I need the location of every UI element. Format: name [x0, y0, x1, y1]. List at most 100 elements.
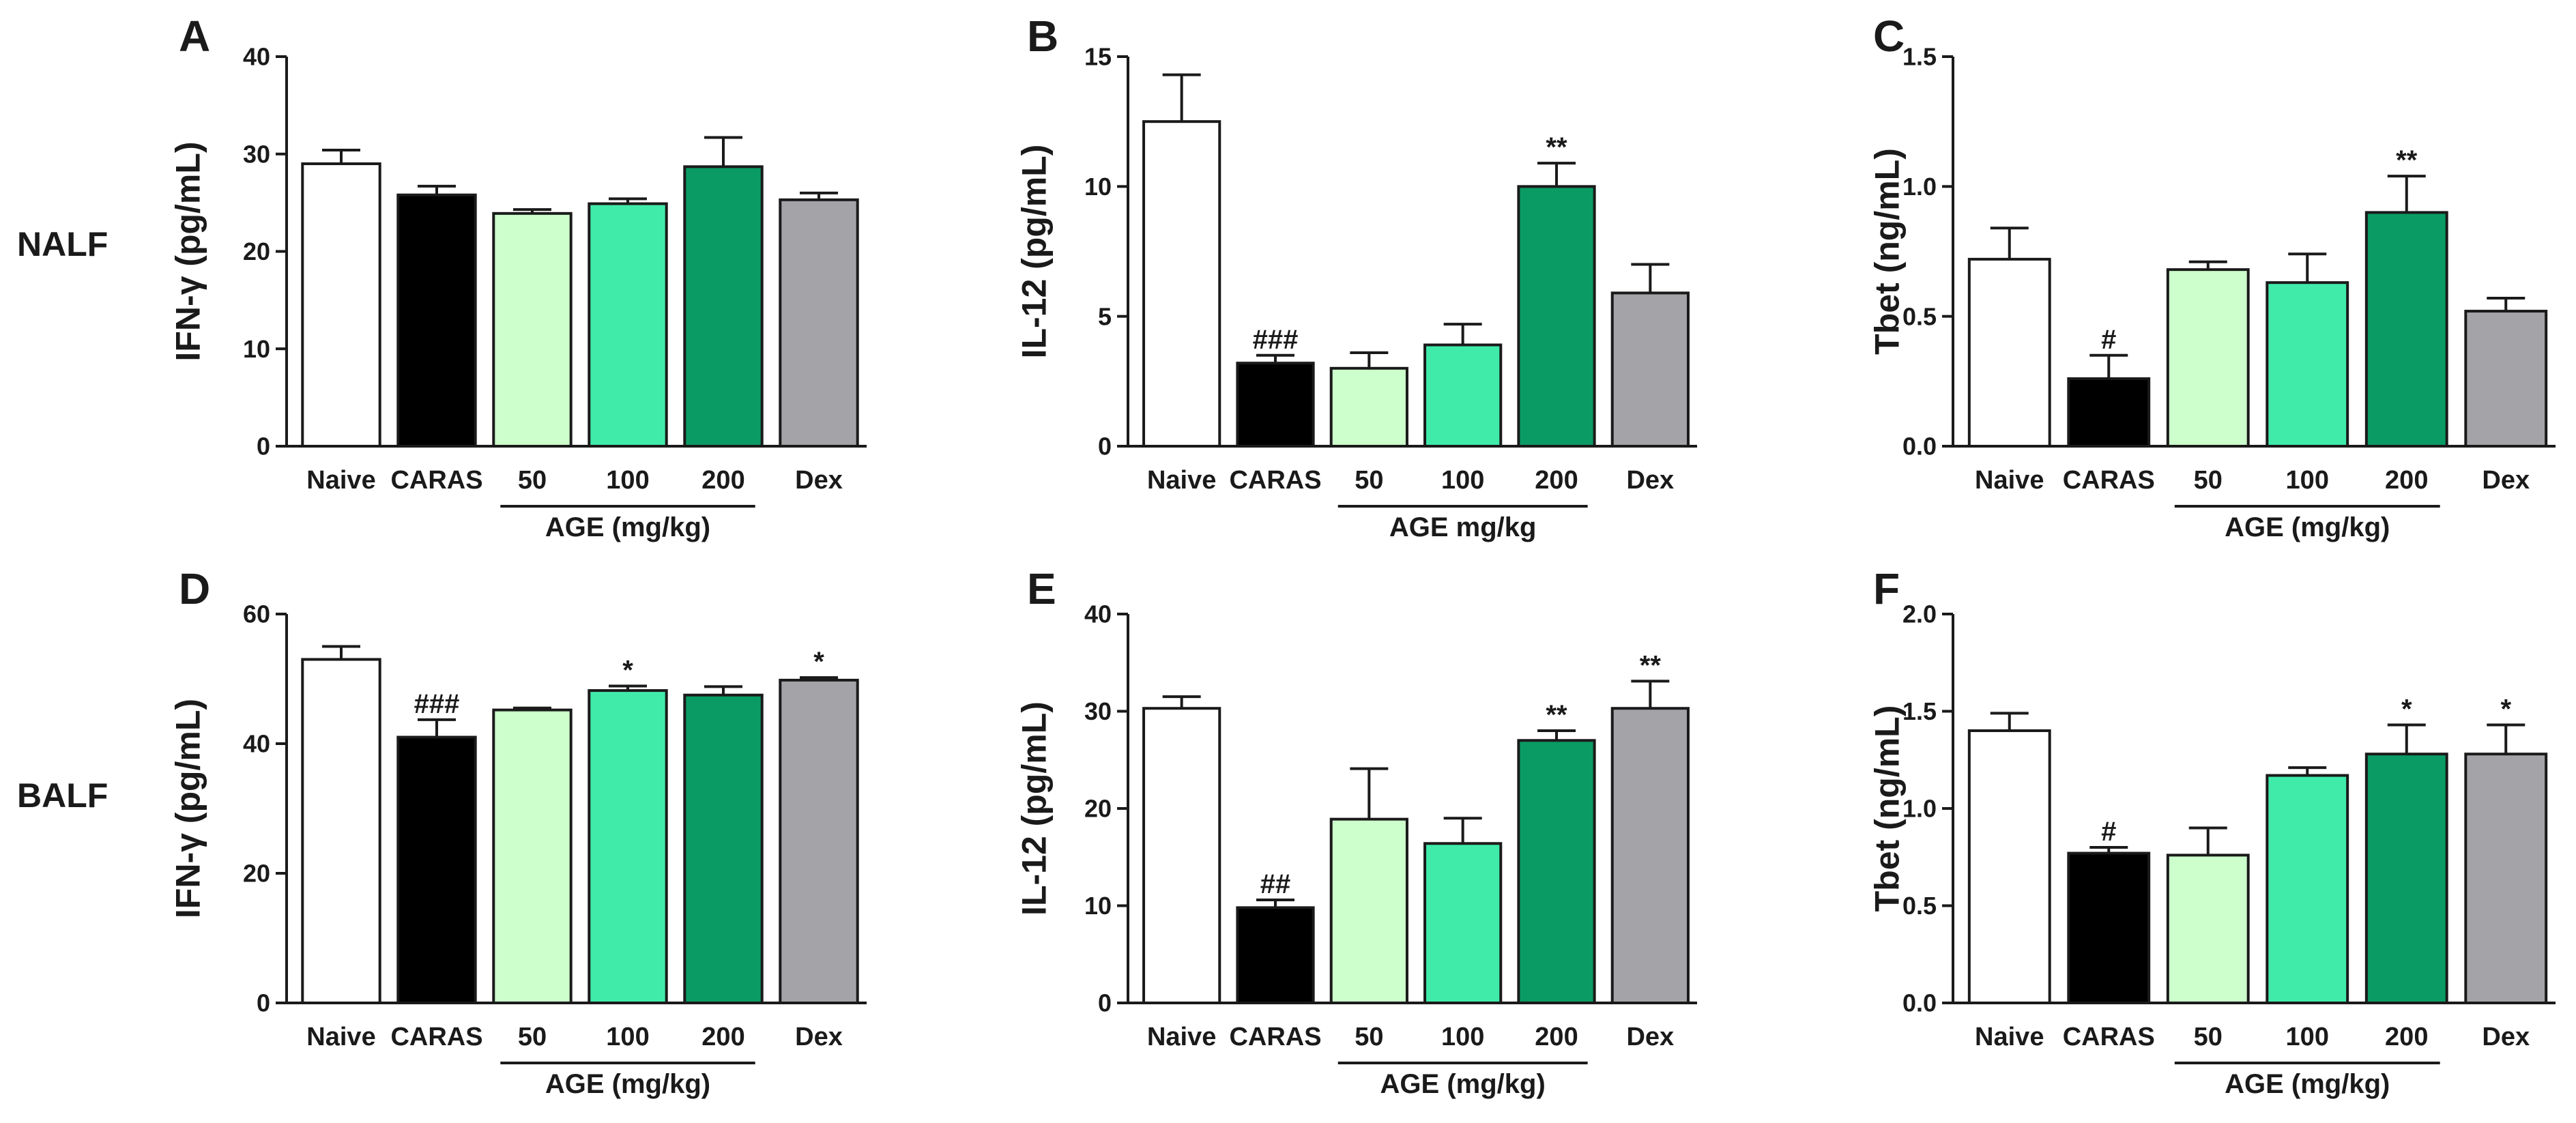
y-tick-label: 2.0 — [1902, 600, 1937, 628]
x-tick-label: 200 — [1535, 1023, 1578, 1051]
bar-50 — [2166, 268, 2250, 448]
bar-200 — [1517, 185, 1596, 448]
bar-50 — [2166, 854, 2250, 1005]
y-axis-label: Tbet (ng/mL) — [1868, 148, 1907, 355]
bar-naive — [1967, 257, 2051, 448]
significance-label: * — [2401, 694, 2412, 724]
bar-50 — [1329, 366, 1408, 448]
group-label: AGE (mg/kg) — [2225, 512, 2390, 542]
x-tick-label: 200 — [701, 466, 744, 495]
bar-100 — [1423, 842, 1503, 1005]
significance-label: * — [813, 647, 824, 677]
y-tick-label: 0 — [1098, 989, 1112, 1017]
bar-naive — [301, 162, 381, 448]
chart-panel-c: C Tbet (ng/mL) 0.0 0.5 1.0 1.5 Naive # CARAS 50 10… — [1868, 12, 2556, 542]
y-tick-label: 0.0 — [1902, 989, 1937, 1017]
bar-50 — [1329, 817, 1408, 1005]
x-tick-label: 100 — [1441, 1023, 1484, 1051]
chart-panel-a: A IFN-γ (pg/mL) 0 10 20 30 40 Naive CARAS 50 100 20… — [169, 12, 867, 542]
y-tick-label: 20 — [243, 860, 270, 888]
bar-200 — [2364, 211, 2448, 448]
x-tick-label: 50 — [1355, 466, 1383, 495]
bar-100 — [2266, 281, 2349, 448]
bar-200 — [683, 165, 764, 448]
x-tick-label: CARAS — [1229, 466, 1321, 495]
bar-dex — [1610, 291, 1690, 448]
x-tick-label: Naive — [306, 466, 375, 495]
bar-naive — [1142, 120, 1221, 448]
bar-naive — [1967, 729, 2051, 1004]
chart-panel-d: D IFN-γ (pg/mL) 0 20 40 60 Naive ### CARAS 50 * 100… — [169, 564, 867, 1099]
x-tick-label: 100 — [2286, 466, 2329, 495]
bar-200 — [2364, 753, 2448, 1004]
x-tick-label: Dex — [795, 1023, 843, 1051]
y-axis-label: IFN-γ (pg/mL) — [169, 699, 207, 918]
x-tick-label: CARAS — [1229, 1023, 1321, 1051]
x-tick-label: Dex — [2482, 1023, 2530, 1051]
y-tick-label: 1.0 — [1902, 173, 1937, 201]
bar-100 — [588, 689, 668, 1004]
bar-100 — [2266, 774, 2349, 1005]
y-tick-label: 0.0 — [1902, 433, 1937, 461]
y-tick-label: 1.0 — [1902, 795, 1937, 823]
panel-letter: F — [1873, 564, 1900, 613]
chart-panel-e: E IL-12 (pg/mL) 0 10 20 30 40 Naive ## CARAS 50 100… — [1015, 564, 1697, 1099]
significance-label: # — [2101, 817, 2116, 847]
x-tick-label: CARAS — [2063, 1023, 2155, 1051]
bar-200 — [683, 693, 764, 1004]
significance-label: * — [622, 655, 633, 685]
y-tick-label: 30 — [243, 140, 270, 168]
x-tick-label: 100 — [2286, 1023, 2329, 1051]
y-tick-label: 1.5 — [1902, 697, 1937, 725]
x-tick-label: Naive — [306, 1023, 375, 1051]
chart-panel-b: B IL-12 (pg/mL) 0 5 10 15 Naive ### CARAS 50 100 **… — [1015, 12, 1697, 542]
x-tick-label: Naive — [1975, 466, 2044, 495]
y-tick-label: 40 — [1084, 600, 1112, 628]
y-tick-label: 10 — [243, 335, 270, 363]
x-tick-label: 200 — [701, 1023, 744, 1051]
panel-letter: B — [1027, 12, 1058, 61]
y-tick-label: 5 — [1098, 302, 1112, 330]
significance-label: # — [2101, 325, 2116, 355]
chart-panel-f: F Tbet (ng/mL) 0.0 0.5 1.0 1.5 2.0 Naive # CARAS 5… — [1868, 564, 2556, 1099]
bar-dex — [1610, 707, 1690, 1004]
bar-naive — [301, 658, 381, 1004]
x-tick-label: Naive — [1147, 1023, 1216, 1051]
group-label: AGE mg/kg — [1389, 512, 1537, 542]
y-tick-label: 0.5 — [1902, 892, 1937, 920]
y-axis-label: IL-12 (pg/mL) — [1015, 145, 1054, 359]
group-label: AGE (mg/kg) — [545, 1069, 710, 1099]
y-tick-label: 15 — [1084, 43, 1112, 71]
x-tick-label: Dex — [2482, 466, 2530, 495]
bar-naive — [1142, 707, 1221, 1004]
panel-letter: E — [1027, 564, 1056, 613]
panel-letter: A — [179, 12, 210, 61]
x-tick-label: 100 — [606, 1023, 649, 1051]
y-axis-label: IFN-γ (pg/mL) — [169, 141, 207, 361]
bar-caras — [1236, 906, 1315, 1004]
y-tick-label: 40 — [243, 43, 270, 71]
significance-label: ** — [1546, 132, 1567, 162]
significance-label: ** — [1546, 700, 1567, 730]
y-tick-label: 30 — [1084, 697, 1112, 725]
row-label-balf: BALF — [17, 776, 108, 815]
panel-letter: C — [1873, 12, 1905, 61]
group-label: AGE (mg/kg) — [1380, 1069, 1546, 1099]
significance-label: ## — [1260, 869, 1291, 899]
y-tick-label: 10 — [1084, 892, 1112, 920]
significance-label: * — [2500, 694, 2511, 724]
x-tick-label: 200 — [1535, 466, 1578, 495]
x-tick-label: 50 — [1355, 1023, 1383, 1051]
x-tick-label: Naive — [1147, 466, 1216, 495]
x-tick-label: 50 — [518, 1023, 547, 1051]
bar-100 — [1423, 343, 1503, 448]
group-label: AGE (mg/kg) — [2225, 1069, 2390, 1099]
significance-label: ** — [2396, 145, 2418, 175]
significance-label: ### — [414, 689, 460, 719]
bar-caras — [396, 735, 477, 1004]
x-tick-label: 50 — [518, 466, 547, 495]
bar-200 — [1517, 739, 1596, 1004]
x-tick-label: Dex — [1626, 1023, 1674, 1051]
y-tick-label: 0 — [257, 433, 270, 461]
